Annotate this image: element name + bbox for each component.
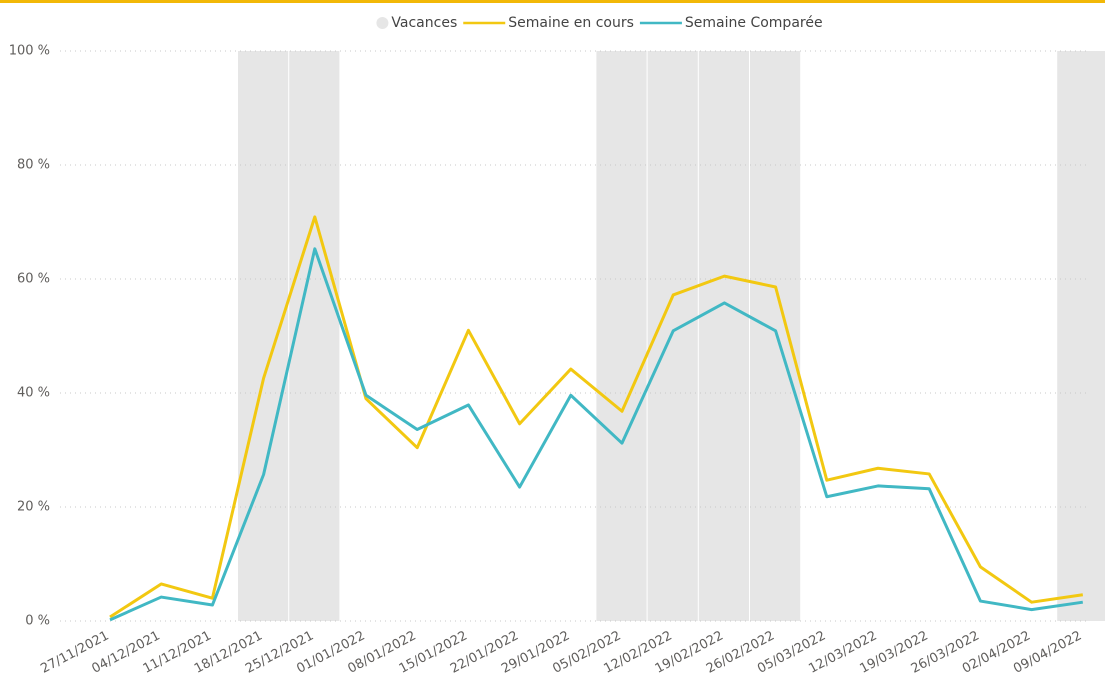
y-tick-label: 40 % xyxy=(17,386,50,401)
vacances-bar xyxy=(750,51,801,621)
legend-label: Semaine en cours xyxy=(508,15,634,31)
legend-label: Vacances xyxy=(391,15,457,31)
y-tick-label: 80 % xyxy=(17,158,50,173)
vacances-bar xyxy=(238,51,289,621)
vacances-bar xyxy=(698,51,749,621)
y-tick-label: 60 % xyxy=(17,272,50,287)
legend: Vacances Semaine en cours Semaine Comparée xyxy=(376,15,823,31)
legend-label: Semaine Comparée xyxy=(685,15,823,31)
vacances-bar xyxy=(596,51,647,621)
y-tick-label: 100 % xyxy=(9,44,50,59)
series-line xyxy=(109,215,1084,619)
lines xyxy=(109,215,1084,622)
vacances-bar xyxy=(1057,51,1105,621)
series-line xyxy=(109,247,1084,622)
bars xyxy=(238,51,1105,621)
top-border xyxy=(0,0,1105,3)
labels: 0 %20 %40 %60 %80 %100 %27/11/202104/12/… xyxy=(9,44,1085,677)
y-tick-label: 20 % xyxy=(17,500,50,515)
y-tick-label: 0 % xyxy=(25,614,50,629)
vacances-bar xyxy=(289,51,340,621)
legend-swatch xyxy=(376,17,389,29)
grid xyxy=(60,50,1090,622)
